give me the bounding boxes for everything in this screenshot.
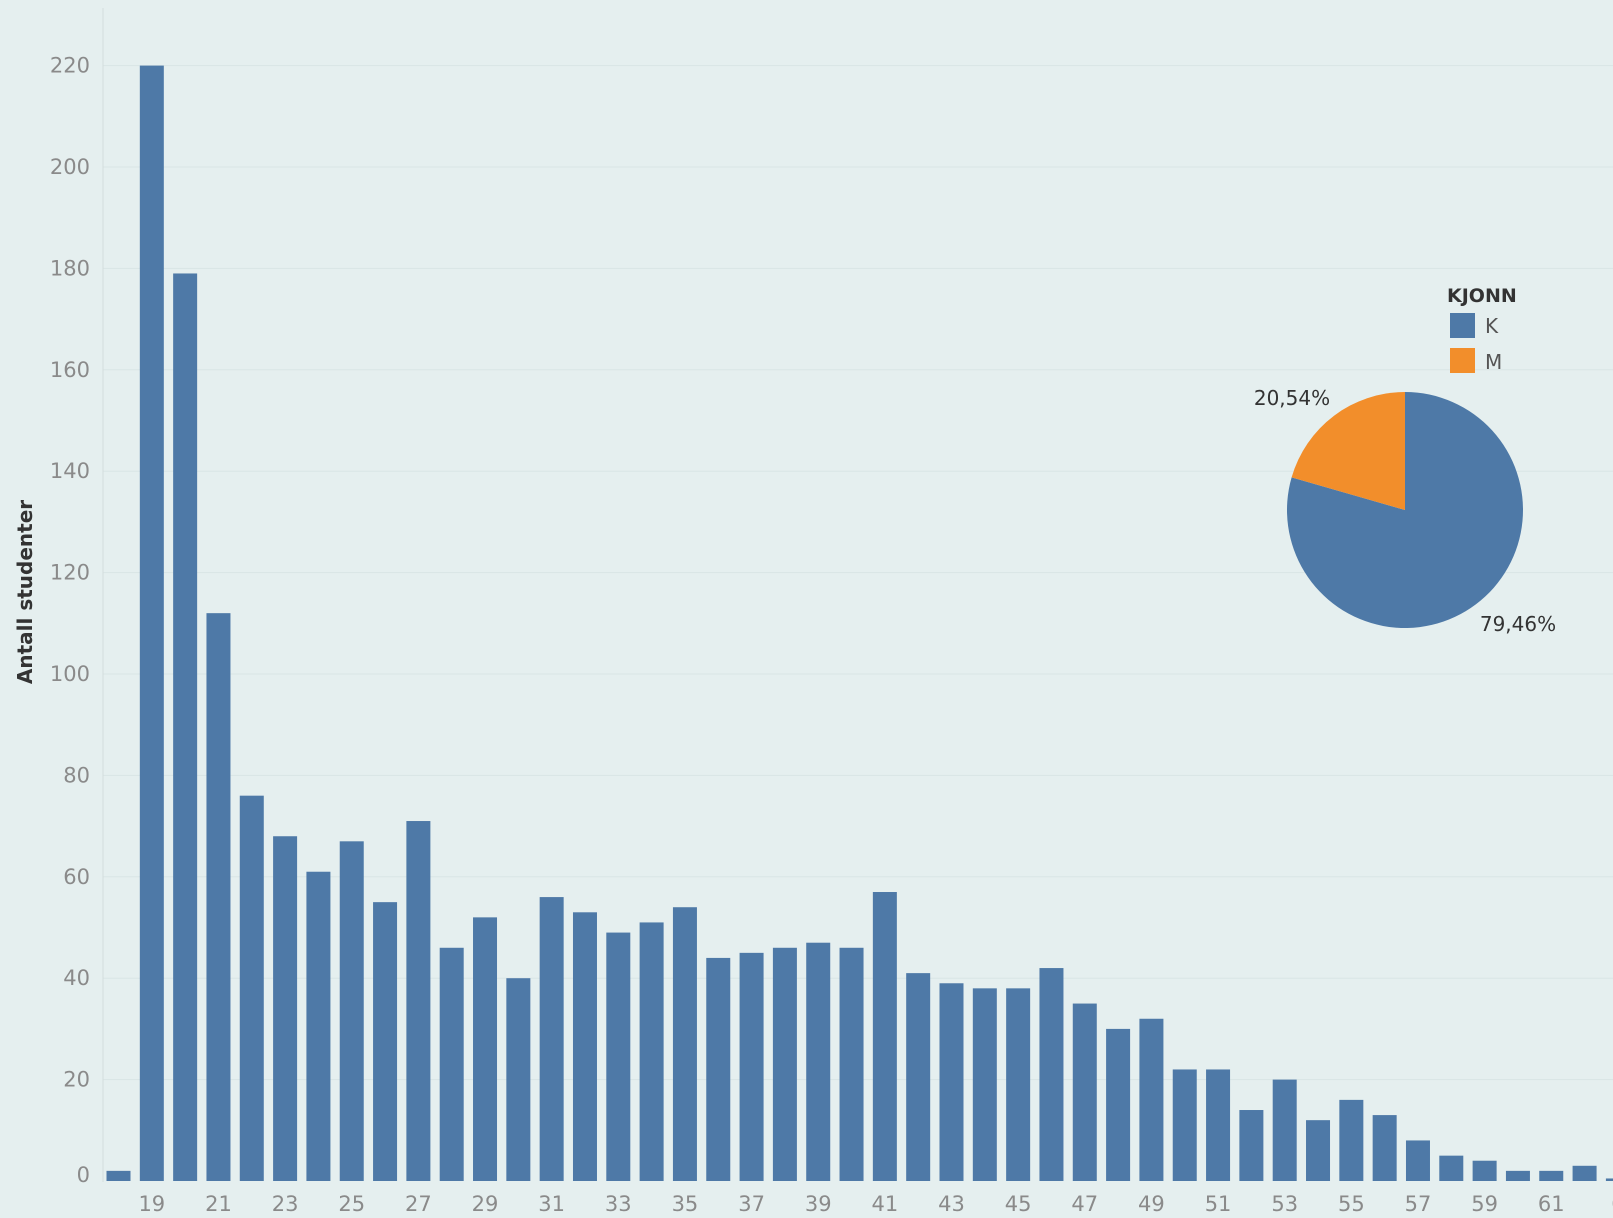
legend: KJONN K M [1447, 285, 1517, 374]
x-tick-label: 49 [1138, 1192, 1165, 1216]
x-tick-label: 59 [1471, 1192, 1498, 1216]
y-tick-label: 120 [50, 561, 90, 585]
y-axis-ticks: 0 20 40 60 80 100 120 140 160 180 200 220 [50, 54, 90, 1187]
bar-age-31[interactable] [539, 897, 564, 1181]
x-tick-label: 19 [138, 1192, 165, 1216]
pie-label-k: 79,46% [1480, 612, 1556, 636]
bar-age-39[interactable] [806, 942, 831, 1181]
bar-age-54[interactable] [1306, 1120, 1331, 1181]
bar-age-43[interactable] [939, 983, 964, 1181]
x-axis-ticks: 19 21 23 25 27 29 31 33 35 37 39 41 43 45 47 49 51 53 55 57… [138, 1192, 1613, 1216]
x-tick-label: 35 [672, 1192, 699, 1216]
bar-age-29[interactable] [473, 917, 498, 1181]
bar-age-46[interactable] [1039, 968, 1064, 1181]
y-tick-label: 0 [77, 1163, 90, 1187]
bar-age-53[interactable] [1272, 1079, 1297, 1181]
x-tick-label: 53 [1271, 1192, 1298, 1216]
y-tick-label: 180 [50, 256, 90, 280]
x-tick-label: 33 [605, 1192, 632, 1216]
y-tick-label: 220 [50, 54, 90, 78]
bar-age-57[interactable] [1405, 1140, 1430, 1181]
bar-age-25[interactable] [339, 841, 364, 1181]
bar-age-38[interactable] [772, 947, 797, 1181]
x-tick-label: 45 [1005, 1192, 1032, 1216]
legend-swatch-m[interactable] [1450, 348, 1475, 373]
bar-series [106, 65, 1613, 1182]
bar-age-30[interactable] [506, 978, 531, 1181]
bar-age-48[interactable] [1106, 1028, 1131, 1181]
bar-age-19[interactable] [139, 65, 164, 1182]
bar-age-21[interactable] [206, 613, 231, 1181]
bar-age-47[interactable] [1072, 1003, 1097, 1181]
x-tick-label: 23 [272, 1192, 299, 1216]
pie-label-m: 20,54% [1254, 386, 1330, 410]
x-tick-label: 39 [805, 1192, 832, 1216]
x-tick-label: 57 [1405, 1192, 1432, 1216]
pie-slice-k[interactable] [1286, 392, 1523, 628]
y-tick-label: 80 [63, 763, 90, 787]
bar-age-24[interactable] [306, 871, 331, 1181]
x-tick-label: 51 [1205, 1192, 1232, 1216]
bar-age-56[interactable] [1372, 1115, 1397, 1181]
x-tick-label: 41 [871, 1192, 898, 1216]
bar-age-40[interactable] [839, 947, 864, 1181]
bar-age-23[interactable] [273, 836, 298, 1181]
x-tick-label: 31 [538, 1192, 565, 1216]
bar-age-45[interactable] [1006, 988, 1031, 1181]
bar-age-18[interactable] [106, 1170, 131, 1181]
bar-age-49[interactable] [1139, 1018, 1164, 1181]
legend-label-k[interactable]: K [1485, 314, 1499, 338]
bar-age-42[interactable] [906, 973, 931, 1181]
x-tick-label: 25 [338, 1192, 365, 1216]
legend-swatch-k[interactable] [1450, 313, 1475, 338]
bar-age-52[interactable] [1239, 1110, 1264, 1181]
bar-age-51[interactable] [1206, 1069, 1231, 1181]
y-tick-label: 100 [50, 662, 90, 686]
bar-age-20[interactable] [173, 273, 198, 1182]
bar-age-27[interactable] [406, 821, 431, 1181]
bar-age-28[interactable] [439, 947, 464, 1181]
bar-age-60[interactable] [1505, 1170, 1530, 1181]
bar-age-61[interactable] [1539, 1170, 1564, 1181]
x-tick-label: 29 [472, 1192, 499, 1216]
bar-age-50[interactable] [1172, 1069, 1197, 1181]
bar-age-58[interactable] [1439, 1155, 1464, 1181]
y-axis-label: Antall studenter [13, 500, 37, 684]
bar-age-55[interactable] [1339, 1099, 1364, 1181]
legend-label-m[interactable]: M [1485, 350, 1502, 374]
legend-title: KJONN [1447, 285, 1517, 307]
x-tick-label: 47 [1071, 1192, 1098, 1216]
bar-age-26[interactable] [373, 902, 398, 1181]
bar-age-41[interactable] [872, 892, 897, 1181]
bar-age-36[interactable] [706, 957, 731, 1181]
bar-age-62[interactable] [1572, 1165, 1597, 1181]
pie-slice-m[interactable] [1291, 392, 1405, 510]
y-tick-label: 60 [63, 865, 90, 889]
bar-age-34[interactable] [639, 922, 664, 1181]
bar-age-44[interactable] [972, 988, 997, 1181]
y-tick-label: 140 [50, 459, 90, 483]
y-tick-label: 200 [50, 155, 90, 179]
x-tick-label: 37 [738, 1192, 765, 1216]
x-tick-label: 61 [1538, 1192, 1565, 1216]
y-tick-label: 20 [63, 1068, 90, 1092]
x-tick-label: 55 [1338, 1192, 1365, 1216]
x-tick-label: 6 [1611, 1192, 1613, 1216]
y-tick-label: 40 [63, 966, 90, 990]
pie-chart [1286, 392, 1523, 628]
bar-age-32[interactable] [572, 912, 597, 1181]
y-tick-label: 160 [50, 358, 90, 382]
bar-age-37[interactable] [739, 952, 764, 1181]
x-tick-label: 43 [938, 1192, 965, 1216]
x-tick-label: 27 [405, 1192, 432, 1216]
bar-age-35[interactable] [672, 907, 697, 1181]
bar-age-59[interactable] [1472, 1160, 1497, 1181]
bar-age-33[interactable] [606, 932, 631, 1181]
x-tick-label: 21 [205, 1192, 232, 1216]
bar-age-22[interactable] [239, 795, 264, 1181]
bar-age-63[interactable] [1605, 1178, 1613, 1181]
